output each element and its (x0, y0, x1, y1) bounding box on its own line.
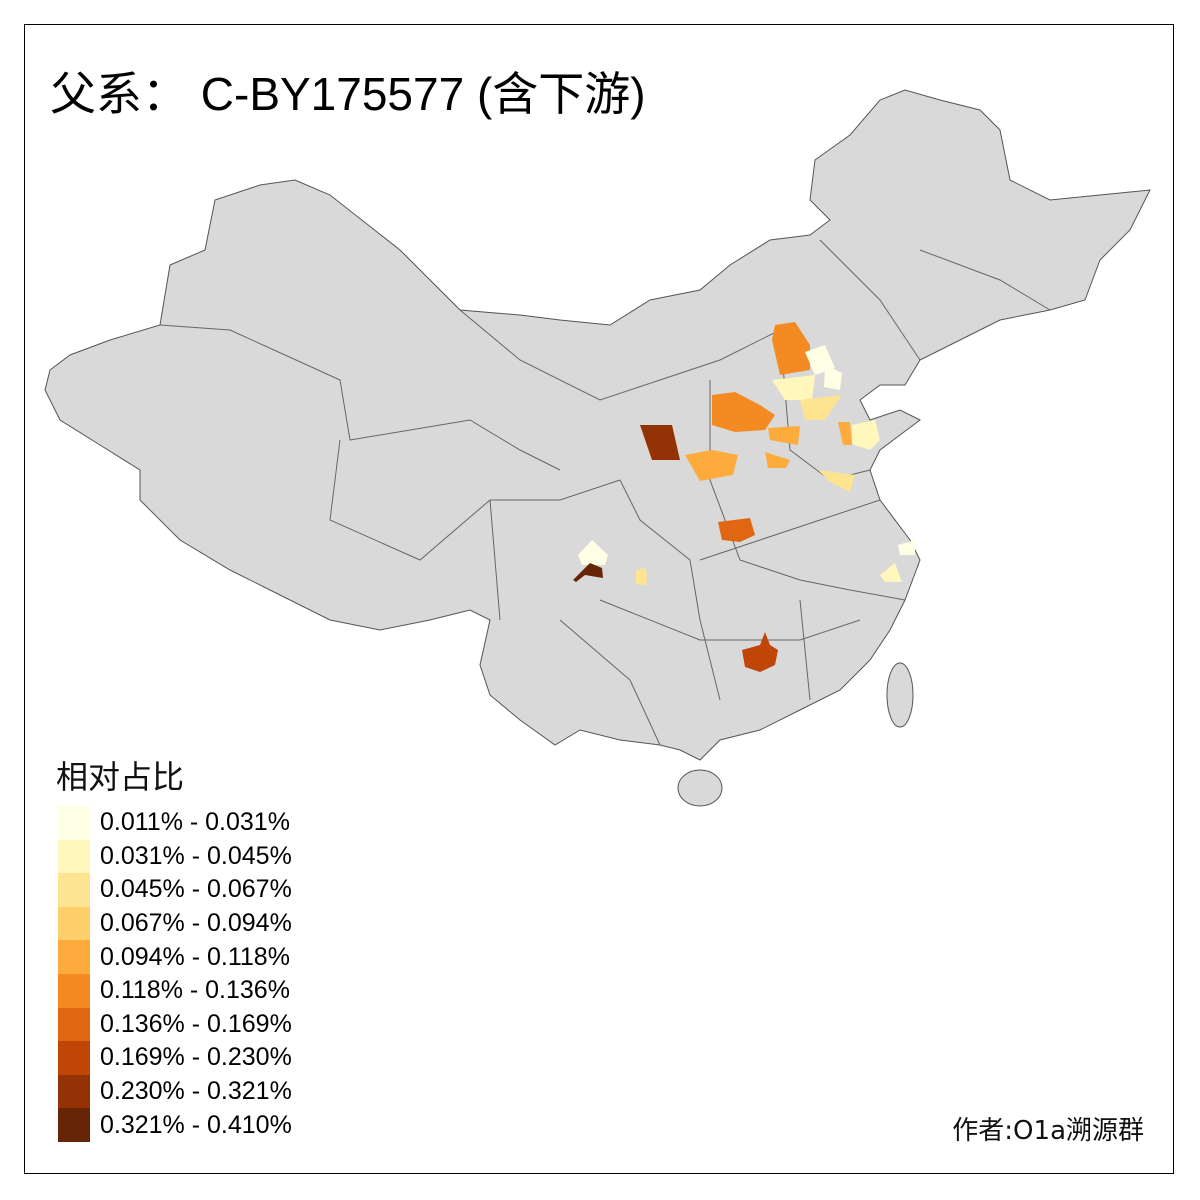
region-class-2 (880, 563, 902, 582)
legend-swatch (58, 839, 90, 874)
author-credit: 作者:O1a溯源群 (952, 1116, 1144, 1146)
region-class-3 (636, 568, 647, 585)
region-class-3 (800, 395, 842, 420)
legend-swatch (58, 906, 90, 941)
region-class-6 (772, 322, 810, 375)
region-class-5 (685, 450, 738, 481)
legend-item: 0.031% - 0.045% (58, 839, 292, 874)
legend-label: 0.031% - 0.045% (100, 841, 292, 870)
highlighted-regions (573, 322, 915, 672)
legend-swatch (58, 1041, 90, 1075)
legend-label: 0.118% - 0.136% (100, 976, 290, 1005)
region-class-1 (578, 540, 608, 565)
legend-item: 0.169% - 0.230% (58, 1041, 292, 1075)
legend-swatch (58, 1007, 90, 1042)
legend-label: 0.094% - 0.118% (100, 942, 290, 971)
hainan-island (677, 769, 723, 807)
legend-label: 0.169% - 0.230% (100, 1043, 292, 1072)
legend-swatch (58, 1108, 90, 1142)
legend-label: 0.230% - 0.321% (100, 1077, 292, 1106)
legend-item: 0.094% - 0.118% (58, 940, 292, 974)
map-title: 父系： C-BY175577 (含下游) (50, 68, 646, 120)
region-class-5 (768, 426, 800, 445)
legend: 0.011% - 0.031% 0.031% - 0.045% 0.045% - 0… (58, 806, 292, 1142)
region-class-7 (718, 518, 755, 542)
legend-label: 0.011% - 0.031% (100, 808, 290, 837)
legend-swatch (58, 873, 90, 907)
legend-label: 0.067% - 0.094% (100, 909, 292, 938)
region-class-1 (824, 365, 842, 390)
region-class-5 (838, 422, 852, 445)
legend-item: 0.321% - 0.410% (58, 1108, 292, 1142)
legend-swatch (58, 806, 90, 840)
legend-item: 0.136% - 0.169% (58, 1007, 292, 1042)
region-class-6 (712, 392, 775, 432)
region-class-10 (573, 563, 603, 582)
legend-label: 0.136% - 0.169% (100, 1009, 292, 1038)
legend-title: 相对占比 (56, 758, 185, 796)
legend-label: 0.045% - 0.067% (100, 875, 292, 904)
legend-item: 0.045% - 0.067% (58, 873, 292, 907)
map-frame (24, 24, 1174, 1174)
region-class-5 (765, 452, 790, 468)
legend-item: 0.011% - 0.031% (58, 806, 292, 840)
legend-item: 0.118% - 0.136% (58, 973, 292, 1008)
legend-item: 0.230% - 0.321% (58, 1074, 292, 1109)
china-landmass (44, 89, 1151, 761)
region-class-8 (742, 632, 778, 672)
taiwan-island (886, 662, 914, 728)
legend-swatch (58, 1074, 90, 1109)
region-class-1 (898, 540, 915, 555)
region-class-3 (818, 470, 855, 492)
legend-swatch (58, 973, 90, 1008)
legend-item: 0.067% - 0.094% (58, 906, 292, 941)
legend-swatch (58, 940, 90, 974)
province-borders (159, 239, 1051, 746)
region-class-2 (772, 375, 815, 400)
legend-label: 0.321% - 0.410% (100, 1110, 292, 1139)
region-class-9 (640, 425, 680, 460)
region-class-2 (852, 420, 880, 450)
